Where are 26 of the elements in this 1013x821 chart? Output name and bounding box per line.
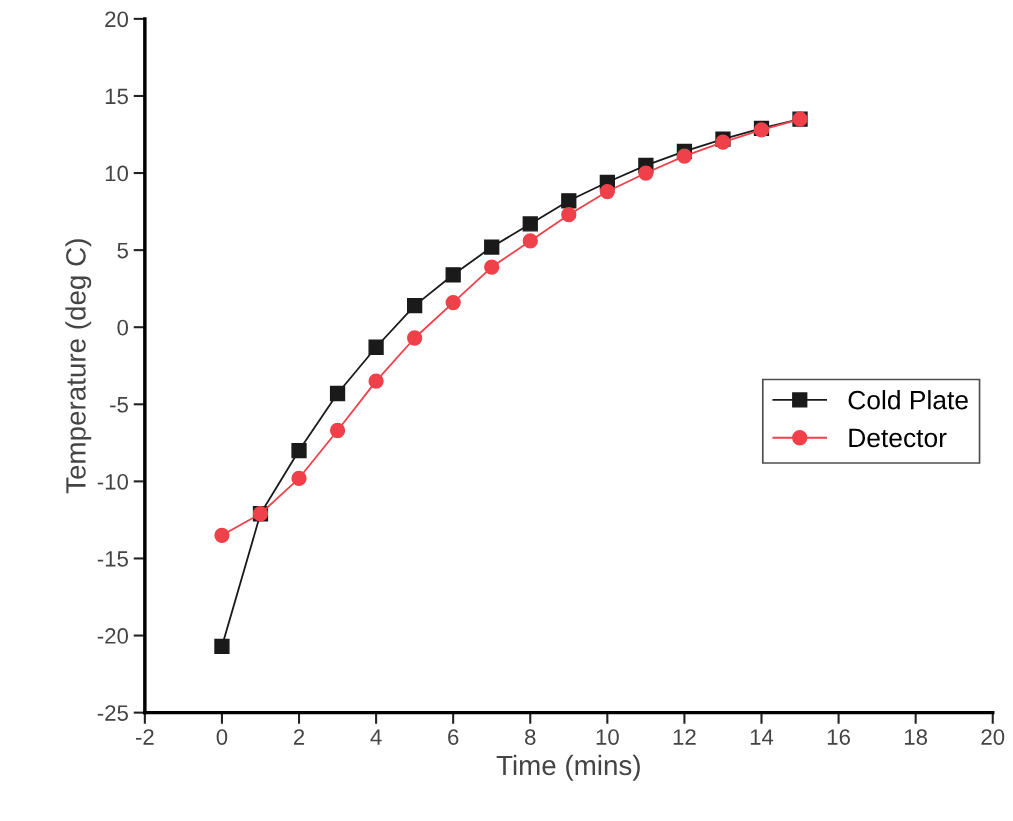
x-tick-label: 16 [827, 729, 850, 745]
y-tick-label: 20 [105, 11, 129, 28]
x-tick-label: 10 [596, 729, 619, 745]
x-tick-label: -2 [135, 729, 154, 745]
x-tick-label: 2 [293, 729, 305, 745]
x-axis-title: Time (mins) [496, 754, 640, 781]
legend-label: Detector [849, 428, 947, 448]
y-tick-label: 0 [117, 319, 129, 336]
y-tick-label: -20 [97, 628, 129, 644]
y-tick-label: 15 [105, 88, 128, 105]
x-tick-label: 8 [525, 729, 536, 745]
y-tick-label: -25 [97, 705, 128, 721]
y-tick-label: 10 [105, 165, 129, 182]
x-tick-label: 6 [448, 729, 459, 745]
y-tick-label: -15 [97, 551, 128, 567]
x-tick-label: 18 [905, 729, 928, 745]
x-tick-label: 14 [750, 729, 774, 745]
x-tick-label: 12 [673, 729, 696, 745]
legend-label: Cold Plate [848, 390, 968, 410]
y-tick-label: 5 [117, 242, 128, 259]
y-tick-label: -10 [97, 473, 129, 490]
y-tick-label: -5 [110, 397, 128, 413]
x-tick-label: 0 [216, 729, 228, 745]
x-tick-label: 4 [370, 729, 382, 745]
x-tick-label: 20 [981, 729, 1005, 745]
y-axis-title: Temperature (deg C) [65, 239, 92, 494]
